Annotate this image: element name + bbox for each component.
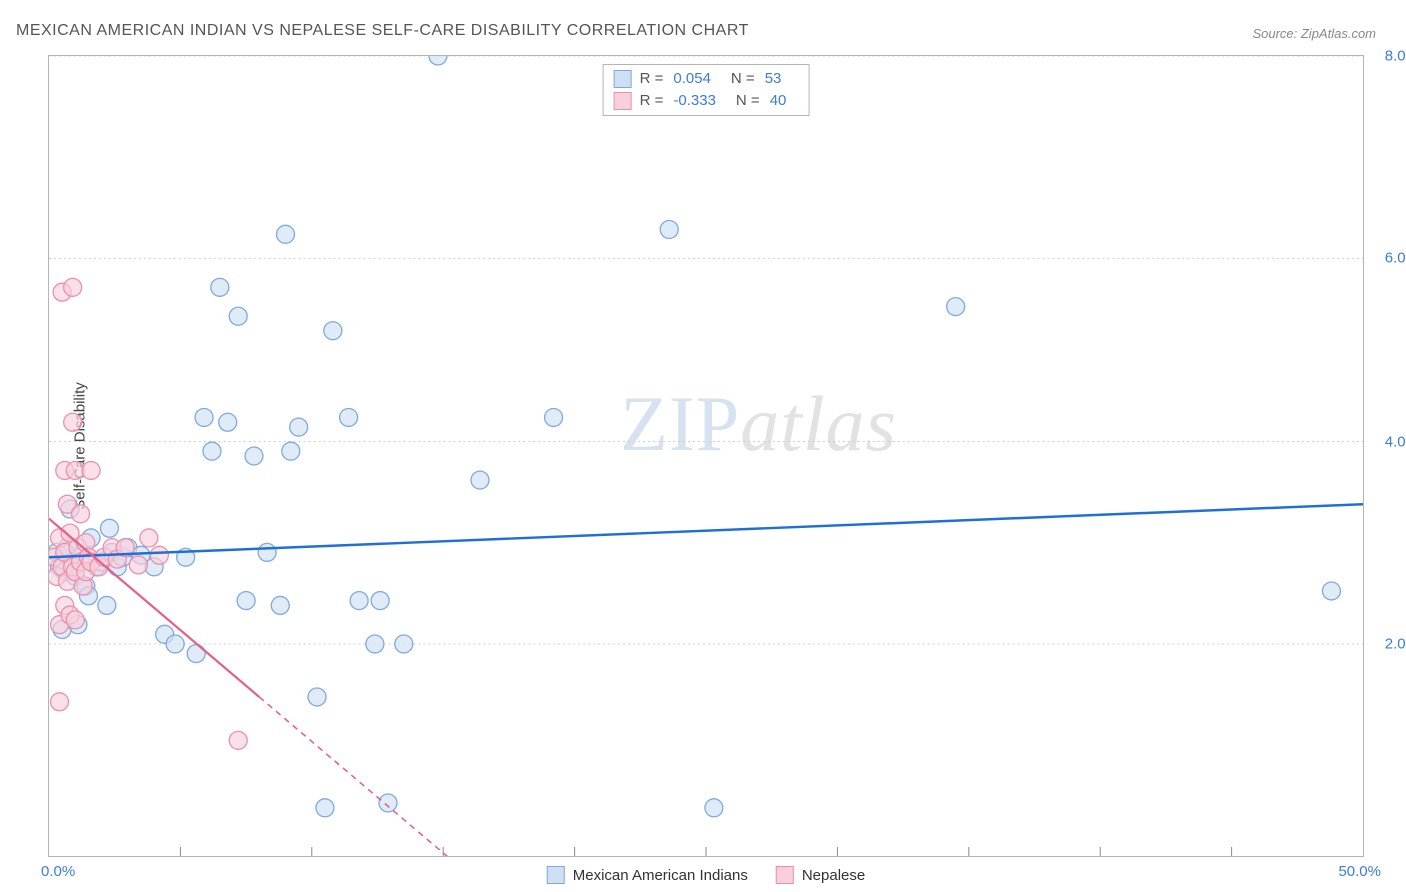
- n-value: 53: [765, 68, 782, 90]
- x-axis-max-label: 50.0%: [1338, 863, 1381, 880]
- y-tick-label: 6.0%: [1385, 250, 1406, 267]
- legend-swatch-pink: [614, 92, 632, 110]
- y-tick-label: 2.0%: [1385, 635, 1406, 652]
- legend-label: Nepalese: [802, 867, 865, 884]
- n-label: N =: [736, 90, 760, 112]
- y-tick-label: 8.0%: [1385, 48, 1406, 65]
- y-tick-label: 4.0%: [1385, 433, 1406, 450]
- legend-swatch-blue: [547, 866, 565, 884]
- legend-swatch-pink: [776, 866, 794, 884]
- correlation-legend: R = 0.054 N = 53 R = -0.333 N = 40: [603, 64, 810, 116]
- legend-item-mexican: Mexican American Indians: [547, 866, 748, 884]
- legend-row-series1: R = 0.054 N = 53: [614, 68, 799, 90]
- series-legend: Mexican American Indians Nepalese: [547, 866, 865, 884]
- chart-title: MEXICAN AMERICAN INDIAN VS NEPALESE SELF…: [16, 22, 749, 40]
- legend-label: Mexican American Indians: [573, 867, 748, 884]
- r-value: 0.054: [673, 68, 711, 90]
- legend-item-nepalese: Nepalese: [776, 866, 865, 884]
- chart-area: ZIPatlas R = 0.054 N = 53 R = -0.333 N =…: [48, 55, 1364, 857]
- x-axis-min-label: 0.0%: [41, 863, 75, 880]
- r-value: -0.333: [673, 90, 716, 112]
- source-attribution: Source: ZipAtlas.com: [1252, 26, 1376, 41]
- r-label: R =: [640, 90, 664, 112]
- legend-row-series2: R = -0.333 N = 40: [614, 90, 799, 112]
- legend-swatch-blue: [614, 70, 632, 88]
- scatter-plot-svg: [49, 56, 1363, 856]
- r-label: R =: [640, 68, 664, 90]
- n-label: N =: [731, 68, 755, 90]
- n-value: 40: [770, 90, 787, 112]
